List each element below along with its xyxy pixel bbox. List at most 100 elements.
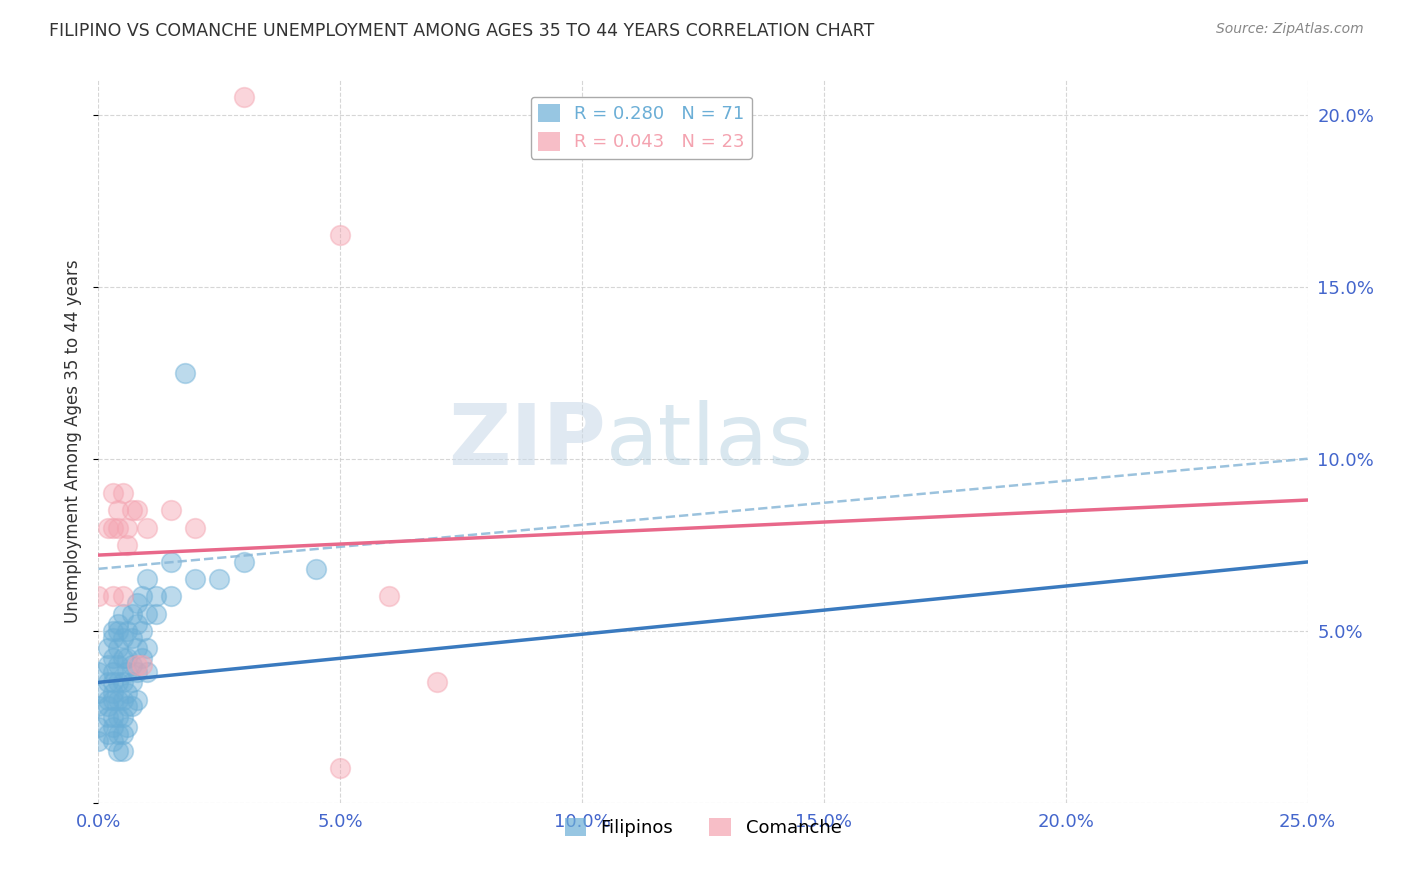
Text: Source: ZipAtlas.com: Source: ZipAtlas.com [1216, 22, 1364, 37]
Point [127, 665, 149, 679]
Text: atlas: atlas [606, 400, 814, 483]
Point [111, 607, 134, 621]
Point [101, 590, 124, 604]
Point [121, 503, 143, 517]
Point [107, 616, 129, 631]
Point [97, 699, 120, 714]
Point [160, 555, 183, 569]
Point [97, 710, 120, 724]
Point [101, 710, 124, 724]
Point [208, 572, 231, 586]
Point [117, 651, 139, 665]
Point [160, 590, 183, 604]
Point [135, 607, 157, 621]
Point [127, 640, 149, 655]
Text: ZIP: ZIP [449, 400, 606, 483]
Point [127, 658, 149, 673]
Point [111, 710, 134, 724]
Point [101, 624, 124, 638]
Point [87, 665, 110, 679]
Point [131, 658, 153, 673]
Point [305, 562, 328, 576]
Point [160, 503, 183, 517]
Point [426, 675, 449, 690]
Point [101, 734, 124, 748]
Point [111, 651, 134, 665]
Point [107, 624, 129, 638]
Point [117, 699, 139, 714]
Point [101, 675, 124, 690]
Point [101, 486, 124, 500]
Point [97, 727, 120, 741]
Point [101, 692, 124, 706]
Point [135, 640, 157, 655]
Point [184, 520, 207, 534]
Point [107, 640, 129, 655]
Point [329, 228, 352, 243]
Point [107, 710, 129, 724]
Point [107, 692, 129, 706]
Point [87, 734, 110, 748]
Point [184, 572, 207, 586]
Point [174, 366, 197, 380]
Point [127, 616, 149, 631]
Point [97, 658, 120, 673]
Legend: Filipinos, Comanche: Filipinos, Comanche [557, 811, 849, 845]
Point [135, 572, 157, 586]
Point [97, 640, 120, 655]
Point [101, 665, 124, 679]
Point [111, 727, 134, 741]
Point [117, 686, 139, 700]
Point [111, 692, 134, 706]
Point [107, 503, 129, 517]
Point [121, 658, 143, 673]
Point [131, 590, 153, 604]
Point [101, 520, 124, 534]
Point [127, 692, 149, 706]
Point [232, 90, 254, 104]
Point [145, 590, 167, 604]
Point [117, 720, 139, 734]
Point [111, 675, 134, 690]
Point [145, 607, 167, 621]
Point [377, 590, 399, 604]
Point [107, 658, 129, 673]
Point [127, 596, 149, 610]
Text: FILIPINO VS COMANCHE UNEMPLOYMENT AMONG AGES 35 TO 44 YEARS CORRELATION CHART: FILIPINO VS COMANCHE UNEMPLOYMENT AMONG … [49, 22, 875, 40]
Point [101, 720, 124, 734]
Point [107, 727, 129, 741]
Point [111, 486, 134, 500]
Point [97, 675, 120, 690]
Point [121, 675, 143, 690]
Point [97, 520, 120, 534]
Point [101, 651, 124, 665]
Point [329, 761, 352, 775]
Point [121, 699, 143, 714]
Point [107, 744, 129, 758]
Point [135, 665, 157, 679]
Point [135, 520, 157, 534]
Point [107, 520, 129, 534]
Y-axis label: Unemployment Among Ages 35 to 44 years: Unemployment Among Ages 35 to 44 years [65, 260, 83, 624]
Point [101, 686, 124, 700]
Point [131, 651, 153, 665]
Point [111, 590, 134, 604]
Point [87, 720, 110, 734]
Point [117, 665, 139, 679]
Point [121, 607, 143, 621]
Point [107, 675, 129, 690]
Point [111, 631, 134, 645]
Point [87, 699, 110, 714]
Point [101, 631, 124, 645]
Point [121, 631, 143, 645]
Point [87, 686, 110, 700]
Point [87, 590, 110, 604]
Point [117, 520, 139, 534]
Point [97, 692, 120, 706]
Point [111, 744, 134, 758]
Point [127, 503, 149, 517]
Point [117, 624, 139, 638]
Point [232, 555, 254, 569]
Point [131, 624, 153, 638]
Point [117, 538, 139, 552]
